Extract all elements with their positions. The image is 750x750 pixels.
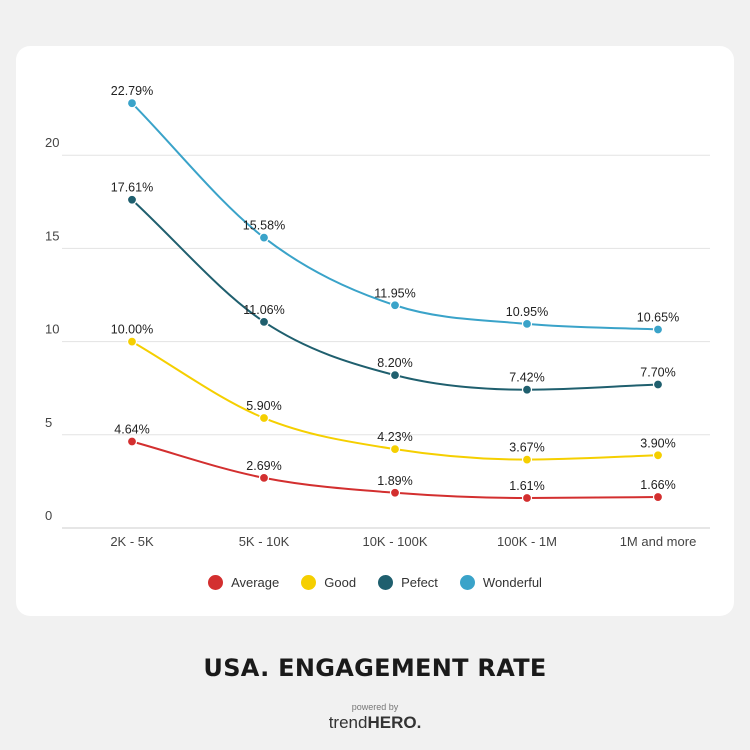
brand-logo-part-1: trend <box>328 713 368 732</box>
chart-card <box>16 46 734 616</box>
data-label-average: 1.89% <box>377 474 412 488</box>
data-label-wonderful: 11.95% <box>374 286 415 300</box>
data-label-pefect: 11.06% <box>243 303 284 317</box>
y-tick-label: 5 <box>45 415 52 430</box>
data-point-average <box>126 436 138 447</box>
data-point-pefect <box>258 316 270 327</box>
data-label-wonderful: 10.95% <box>506 305 548 319</box>
legend-label-average: Average <box>231 574 280 590</box>
data-point-wonderful <box>652 324 664 335</box>
legend-item-good: Good <box>301 574 357 590</box>
y-tick-label: 10 <box>45 322 59 337</box>
x-tick-label: 10K - 100K <box>362 534 427 549</box>
data-label-good: 3.67% <box>509 441 544 455</box>
series-line-wonderful <box>131 102 659 331</box>
legend-label-pefect: Pefect <box>401 574 438 590</box>
legend-swatch-pefect <box>378 574 394 590</box>
data-label-average: 4.64% <box>114 423 149 437</box>
data-point-good <box>521 454 533 465</box>
data-label-average: 1.61% <box>509 479 544 493</box>
data-point-average <box>389 487 401 498</box>
legend-label-good: Good <box>324 574 357 590</box>
data-point-average <box>258 472 270 483</box>
x-tick-label: 2K - 5K <box>110 534 154 549</box>
x-tick-label: 100K - 1M <box>497 534 557 549</box>
data-label-average: 1.66% <box>640 478 675 492</box>
legend-label-wonderful: Wonderful <box>482 574 542 590</box>
page-title: USA. ENGAGEMENT RATE <box>203 654 547 682</box>
data-label-pefect: 17.61% <box>111 181 153 195</box>
x-tick-label: 1M and more <box>620 534 697 549</box>
data-point-average <box>652 491 664 503</box>
legend-item-average: Average <box>208 574 280 590</box>
data-point-good <box>652 450 664 461</box>
data-point-good <box>258 412 270 424</box>
data-label-pefect: 7.70% <box>640 365 675 379</box>
legend-swatch-good <box>301 574 317 590</box>
data-point-good <box>389 444 401 455</box>
data-point-pefect <box>652 379 664 390</box>
data-label-good: 5.90% <box>246 399 281 413</box>
trendhero-logo: trendHERO. <box>0 713 750 733</box>
data-label-pefect: 7.42% <box>509 371 544 385</box>
powered-by-text: powered by <box>351 702 399 712</box>
legend-swatch-wonderful <box>459 574 475 590</box>
brand-footer: powered by trendHERO. <box>0 702 750 733</box>
data-point-wonderful <box>389 300 401 311</box>
data-label-pefect: 8.20% <box>377 356 412 370</box>
data-label-wonderful: 10.65% <box>637 310 679 324</box>
data-point-pefect <box>126 194 138 205</box>
data-point-pefect <box>389 370 401 381</box>
legend-item-wonderful: Wonderful <box>459 574 542 590</box>
data-label-wonderful: 15.58% <box>243 219 285 233</box>
data-label-wonderful: 22.79% <box>111 84 153 98</box>
x-tick-label: 5K - 10K <box>239 534 290 549</box>
data-label-average: 2.69% <box>246 459 281 473</box>
data-label-good: 3.90% <box>640 436 675 450</box>
data-label-good: 4.23% <box>377 430 412 444</box>
brand-logo-part-2: HERO. <box>367 713 422 732</box>
data-point-wonderful <box>521 318 533 329</box>
data-label-good: 10.00% <box>111 323 153 337</box>
data-point-average <box>521 492 533 504</box>
y-tick-label: 20 <box>45 135 59 150</box>
y-tick-label: 15 <box>45 228 59 243</box>
data-point-good <box>126 336 138 347</box>
y-tick-label: 0 <box>45 508 52 523</box>
data-point-wonderful <box>258 232 270 243</box>
legend-item-pefect: Pefect <box>378 574 438 590</box>
legend-swatch-average <box>208 574 224 590</box>
data-point-pefect <box>521 384 533 395</box>
data-point-wonderful <box>126 98 138 109</box>
chart-legend: Average Good Pefect Wonderful <box>0 572 750 592</box>
